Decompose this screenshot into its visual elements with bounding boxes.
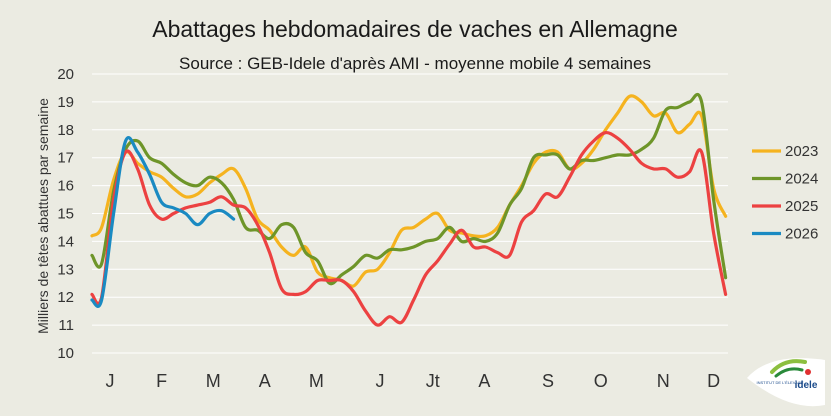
idele-logo: INSTITUT DE L'ÉLEVAGE idele <box>747 358 825 407</box>
x-tick-label: Jt <box>426 371 440 391</box>
legend: 2023 2024 2025 2026 <box>752 143 818 243</box>
series-line-2026 <box>90 136 236 308</box>
x-tick-label: A <box>259 371 271 391</box>
x-axis-month-labels: J F M A M J Jt A S O N D <box>106 371 721 391</box>
chart-subtitle: Source : GEB-Idele d'après AMI - moyenne… <box>179 54 651 73</box>
legend-label-2023: 2023 <box>785 143 818 160</box>
y-axis-ticks: 10 11 12 13 14 15 16 17 18 19 20 <box>57 66 74 362</box>
y-tick-label: 14 <box>57 233 74 250</box>
x-tick-label: N <box>657 371 670 391</box>
x-tick-label: D <box>707 371 720 391</box>
logo-text-main: idele <box>795 380 818 391</box>
chart-title: Abattages hebdomadaires de vaches en All… <box>152 16 678 42</box>
y-tick-label: 12 <box>57 289 74 306</box>
series-line-2024 <box>90 92 728 286</box>
y-tick-label: 16 <box>57 178 74 195</box>
y-tick-label: 15 <box>57 206 74 223</box>
legend-label-2025: 2025 <box>785 198 818 215</box>
legend-label-2026: 2026 <box>785 226 818 243</box>
y-axis-label: Milliers de têtes abattues par semaine <box>35 98 51 334</box>
y-tick-label: 20 <box>57 66 74 83</box>
series-line-2025 <box>90 130 728 327</box>
y-tick-label: 17 <box>57 150 74 167</box>
series-lines <box>90 92 728 327</box>
x-tick-label: M <box>309 371 324 391</box>
y-tick-label: 11 <box>58 317 74 334</box>
y-tick-label: 13 <box>57 261 74 278</box>
series-line-2023 <box>90 94 728 288</box>
x-tick-label: O <box>594 371 608 391</box>
x-tick-label: F <box>156 371 167 391</box>
logo-text-small: INSTITUT DE L'ÉLEVAGE <box>756 380 803 385</box>
y-tick-label: 18 <box>57 122 74 139</box>
x-tick-label: M <box>206 371 221 391</box>
y-tick-label: 19 <box>57 94 74 111</box>
x-tick-label: J <box>106 371 115 391</box>
x-tick-label: J <box>376 371 385 391</box>
x-tick-label: S <box>542 371 554 391</box>
x-tick-label: A <box>478 371 490 391</box>
legend-label-2024: 2024 <box>785 171 818 188</box>
y-tick-label: 10 <box>57 345 74 362</box>
